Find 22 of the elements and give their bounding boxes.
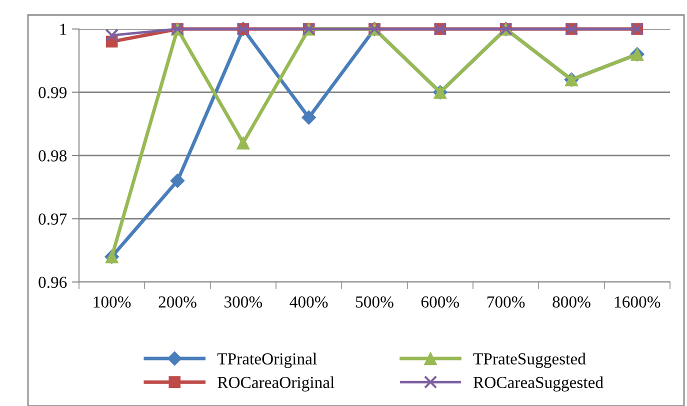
x-tick-label: 500% <box>356 296 394 308</box>
y-tick-label: 0.97 <box>38 213 67 225</box>
legend-label: TPrateSuggested <box>473 352 586 368</box>
legend-label: TPrateOriginal <box>217 352 317 368</box>
point <box>302 110 316 125</box>
x-tick-label: 800% <box>552 296 590 308</box>
x-tick-label: 300% <box>224 296 262 308</box>
x-tick-label: 400% <box>290 296 328 308</box>
y-tick-label: 0.99 <box>38 86 67 98</box>
x-tick-label: 100% <box>94 296 131 308</box>
x-tick-label: 1600% <box>615 296 660 308</box>
point <box>170 174 185 188</box>
x-tick-label: 700% <box>487 296 525 308</box>
point <box>236 136 250 150</box>
x-tick-label: 200% <box>158 296 196 308</box>
point <box>105 28 118 42</box>
legend-label: ROCareaOriginal <box>218 376 334 392</box>
x-tick-label: 600% <box>421 296 460 308</box>
legend-label: ROCareaSuggested <box>473 376 604 392</box>
y-tick-label: 0.96 <box>38 276 67 288</box>
y-tick-label: 0.98 <box>38 150 67 162</box>
y-tick-label: 1 <box>60 24 66 35</box>
